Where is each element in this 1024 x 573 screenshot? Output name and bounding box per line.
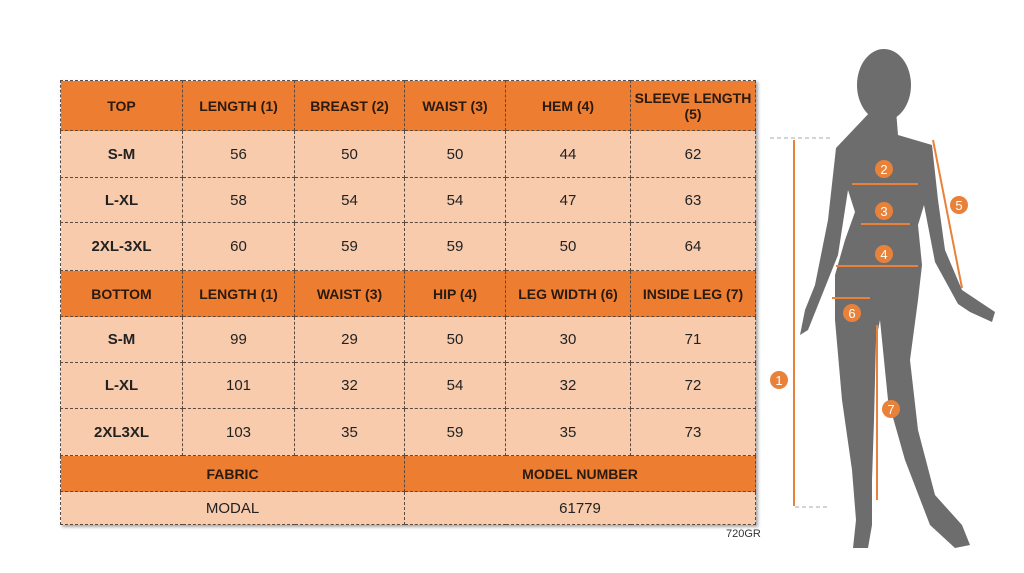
measurement-cell: 50 [404,316,506,363]
top-size-row: S-M 56 50 50 44 62 [60,130,756,178]
marker-number: 1 [775,373,782,388]
size-label: S-M [60,130,183,178]
marker-number: 2 [880,162,887,177]
bottom-column-header: BOTTOM [60,270,183,317]
bottom-column-header: LEG WIDTH (6) [505,270,631,317]
info-header-row: FABRIC MODEL NUMBER [60,455,756,492]
marker-4: 4 [875,245,893,263]
top-column-header: SLEEVE LENGTH (5) [630,80,756,131]
measurement-cell: 60 [182,222,295,271]
marker-3: 3 [875,202,893,220]
measurement-cell: 47 [505,177,631,223]
fabric-header: FABRIC [60,455,405,492]
measurement-cell: 71 [630,316,756,363]
measurement-cell: 59 [294,222,405,271]
marker-number: 7 [887,402,894,417]
measurement-cell: 35 [294,408,405,456]
measurement-cell: 44 [505,130,631,178]
measurement-cell: 32 [294,362,405,409]
marker-5: 5 [950,196,968,214]
product-code: 720GR [726,528,761,540]
marker-7: 7 [882,400,900,418]
measurement-cell: 50 [294,130,405,178]
top-column-header: TOP [60,80,183,131]
size-label: S-M [60,316,183,363]
measurement-cell: 50 [505,222,631,271]
top-column-header: HEM (4) [505,80,631,131]
marker-6: 6 [843,304,861,322]
bottom-size-row: 2XL3XL 103 35 59 35 73 [60,408,756,456]
measurement-cell: 73 [630,408,756,456]
measurement-markers: 1 2 3 4 5 6 7 [770,160,968,418]
bottom-column-header: WAIST (3) [294,270,405,317]
top-column-header: WAIST (3) [404,80,506,131]
size-label: L-XL [60,362,183,409]
measurement-guides [770,137,963,508]
silhouette [800,49,995,548]
fabric-value: MODAL [60,491,405,525]
model-number-value: 61779 [404,491,756,525]
size-label: L-XL [60,177,183,223]
measurement-cell: 59 [404,408,506,456]
measurement-cell: 101 [182,362,295,409]
marker-number: 5 [955,198,962,213]
model-number-header: MODEL NUMBER [404,455,756,492]
measurement-cell: 99 [182,316,295,363]
measurement-cell: 54 [404,362,506,409]
info-value-row: MODAL 61779 [60,491,756,525]
size-label: 2XL-3XL [60,222,183,271]
top-header-row: TOP LENGTH (1) BREAST (2) WAIST (3) HEM (4) S… [60,80,756,131]
size-chart-table: TOP LENGTH (1) BREAST (2) WAIST (3) HEM (4) S… [60,80,756,525]
measurement-cell: 54 [404,177,506,223]
measurement-cell: 72 [630,362,756,409]
arrow-sleeve [932,139,963,289]
measurement-cell: 59 [404,222,506,271]
bottom-size-row: S-M 99 29 50 30 71 [60,316,756,363]
bottom-header-row: BOTTOM LENGTH (1) WAIST (3) HIP (4) LEG WIDT… [60,270,756,317]
marker-1: 1 [770,371,788,389]
measurement-cell: 29 [294,316,405,363]
marker-number: 4 [880,247,887,262]
bottom-column-header: INSIDE LEG (7) [630,270,756,317]
marker-number: 3 [880,204,887,219]
measurement-cell: 50 [404,130,506,178]
bottom-column-header: HIP (4) [404,270,506,317]
bottom-column-header: LENGTH (1) [182,270,295,317]
top-size-row: L-XL 58 54 54 47 63 [60,177,756,223]
marker-number: 6 [848,306,855,321]
measurement-cell: 64 [630,222,756,271]
marker-2: 2 [875,160,893,178]
measurement-cell: 56 [182,130,295,178]
measurement-cell: 63 [630,177,756,223]
measurement-cell: 103 [182,408,295,456]
top-size-row: 2XL-3XL 60 59 59 50 64 [60,222,756,271]
measurement-cell: 35 [505,408,631,456]
